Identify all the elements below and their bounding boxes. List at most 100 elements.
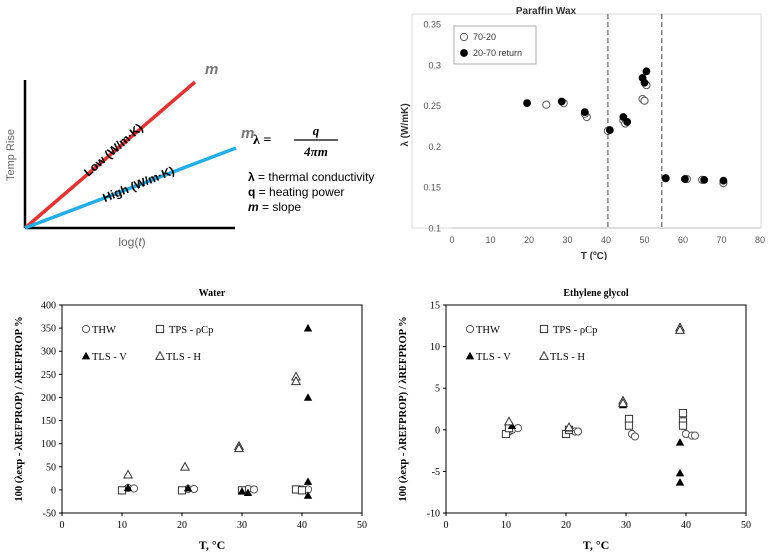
y-axis-label: 100 (λexp - λREFPROP) / λREFPROP % (398, 316, 409, 501)
legend-marker (465, 324, 475, 334)
data-point (523, 99, 531, 108)
y-tick-label: 250 (41, 370, 56, 381)
legend-marker (459, 32, 469, 42)
definition-line: q = heating power (248, 185, 344, 199)
definition-text: = slope (259, 200, 302, 214)
series-line (23, 80, 197, 230)
data-point (630, 432, 640, 441)
data-point (642, 67, 651, 76)
data-point (123, 483, 133, 491)
y-tick-label: 5 (435, 384, 440, 395)
data-point (700, 175, 709, 184)
data-point (678, 421, 688, 430)
y-tick-label: 0.3 (428, 60, 441, 70)
x-tick-label: 50 (357, 520, 367, 531)
data-point (297, 486, 307, 495)
data-point (303, 393, 313, 401)
data-point (243, 488, 253, 497)
y-tick-label: -50 (43, 509, 56, 520)
data-point (503, 416, 515, 426)
series-line (24, 146, 237, 230)
data-point (675, 438, 685, 446)
legend-marker (539, 324, 549, 334)
data-point (681, 175, 689, 183)
definition-text: = thermal conductivity (255, 170, 375, 184)
y-tick-label: 0.15 (423, 183, 441, 193)
x-tick-label: 0 (449, 235, 454, 245)
data-point (678, 409, 688, 418)
legend-label: TPS - ρCp (553, 325, 597, 336)
y-axis-label: λ (W/mK) (400, 103, 411, 146)
data-point (674, 324, 686, 334)
y-tick-label: 300 (41, 347, 56, 358)
x-tick-label: 10 (485, 235, 495, 245)
equation-denominator: 4πm (303, 144, 328, 159)
legend-label: TLS - H (166, 352, 201, 363)
legend-label: TLS - V (476, 352, 511, 363)
legend-label: THW (92, 325, 116, 336)
slope-label: m (205, 61, 218, 78)
plot-frame (61, 304, 363, 514)
data-point (623, 118, 632, 126)
legend-box (453, 25, 537, 65)
chart-title: Ethylene glycol (563, 288, 628, 299)
plot-frame (445, 304, 747, 514)
data-point (573, 427, 583, 436)
x-axis-label: log(t) (118, 235, 145, 249)
paraffin-wax-chart: Paraffin Wax 0.1 0.15 0.2 0.25 0.3 0.35 0 10 20 30… (400, 6, 765, 260)
legend-label: 20-70 return (473, 48, 522, 58)
data-point (557, 97, 566, 106)
legend-marker (155, 324, 165, 334)
y-tick-label: 10 (430, 342, 440, 353)
slope-label: m (241, 125, 254, 142)
equation-numerator: q (313, 123, 320, 138)
data-point (605, 126, 614, 134)
definition-line: m = slope (248, 200, 301, 214)
data-point (617, 397, 629, 408)
data-point (580, 108, 589, 117)
data-point (675, 478, 685, 486)
x-tick-label: 40 (601, 235, 611, 245)
x-tick-label: 50 (741, 520, 751, 531)
data-point (624, 421, 634, 430)
x-tick-label: 60 (678, 235, 688, 245)
x-tick-label: 10 (117, 520, 127, 531)
y-tick-label: 400 (41, 301, 56, 312)
data-point (675, 468, 685, 477)
data-point (640, 78, 649, 87)
y-tick-label: 200 (41, 393, 56, 404)
y-tick-label: 0.35 (423, 20, 441, 30)
data-point (303, 477, 313, 485)
legend-marker (538, 350, 550, 360)
x-tick-label: 0 (60, 520, 65, 531)
data-point (690, 431, 700, 440)
x-tick-label: 10 (501, 520, 511, 531)
x-tick-label: 30 (237, 520, 247, 531)
slope-method-schematic: Temp Rise log(t) m Low (W/m·K) m High (W/m·K)… (5, 61, 375, 249)
definition-symbol: q (248, 185, 255, 199)
x-tick-label: 30 (621, 520, 631, 531)
data-point (129, 484, 139, 493)
y-axis-label: Temp Rise (5, 129, 17, 181)
water-deviation-chart: Water -50 0 50 100 150 200 250 300 350 400 0 10 20 30 4… (14, 288, 367, 552)
y-tick-label: 350 (41, 324, 56, 335)
data-point (122, 469, 134, 479)
data-point (179, 461, 191, 471)
x-tick-label: 20 (561, 520, 571, 531)
x-axis-label: T, °C (583, 538, 610, 552)
chart-title: Water (199, 288, 226, 299)
x-tick-label: 20 (524, 235, 534, 245)
y-tick-label: -10 (427, 509, 440, 520)
data-point (303, 491, 313, 499)
legend-label: TPS - ρCp (169, 325, 213, 336)
x-tick-label: 40 (297, 520, 307, 531)
y-tick-label: 100 (41, 439, 56, 450)
definition-text: = heating power (255, 185, 344, 199)
y-tick-label: 150 (41, 416, 56, 427)
y-tick-label: 0.25 (423, 101, 441, 111)
y-axis-label: 100 (λexp - λREFPROP) / λREFPROP % (14, 316, 25, 501)
legend-marker (81, 324, 91, 334)
series-name: Low (W/m·K) (81, 121, 146, 180)
x-tick-label: 0 (444, 520, 449, 531)
data-point (290, 376, 302, 386)
